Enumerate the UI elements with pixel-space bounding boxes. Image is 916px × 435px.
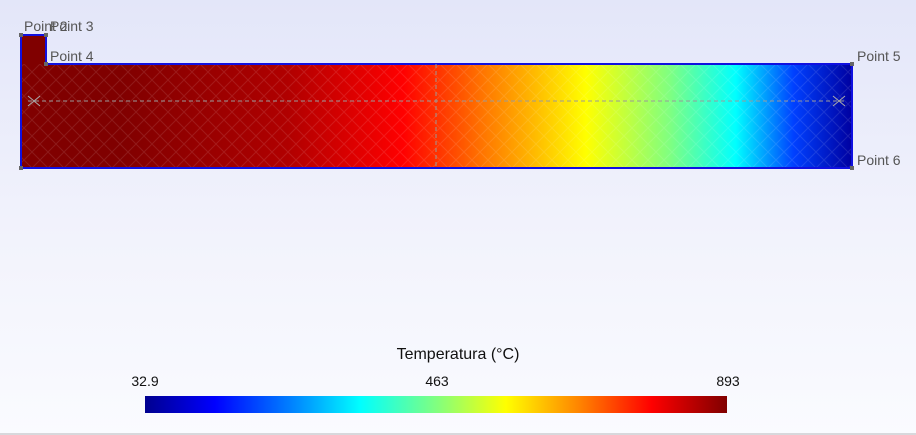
left-arrow-icon bbox=[27, 95, 41, 107]
legend-min-label: 32.9 bbox=[131, 373, 159, 389]
legend-max-label: 893 bbox=[716, 373, 740, 389]
point-3-label: Point 3 bbox=[50, 18, 94, 34]
vertex-marker-p2[interactable] bbox=[19, 33, 23, 37]
bottom-divider bbox=[0, 433, 916, 435]
point-6-label: Point 6 bbox=[857, 152, 901, 168]
right-arrow-icon bbox=[832, 95, 846, 107]
legend-colorbar bbox=[145, 396, 727, 413]
axis-lines bbox=[27, 64, 846, 168]
vertex-marker-p5[interactable] bbox=[850, 62, 854, 66]
vertex-marker-p3[interactable] bbox=[44, 33, 48, 37]
legend-title: Temperatura (°C) bbox=[396, 346, 520, 363]
vertex-markers bbox=[19, 33, 854, 170]
tab-region bbox=[21, 35, 46, 65]
point-2-label: Point 2 bbox=[24, 18, 68, 34]
legend-mid-label: 463 bbox=[425, 373, 449, 389]
point-5-label: Point 5 bbox=[857, 48, 901, 64]
vertex-marker-p6[interactable] bbox=[850, 166, 854, 170]
vertex-marker-p4[interactable] bbox=[44, 62, 48, 66]
point-4-label: Point 4 bbox=[50, 48, 94, 64]
vertex-marker-p1[interactable] bbox=[19, 166, 23, 170]
